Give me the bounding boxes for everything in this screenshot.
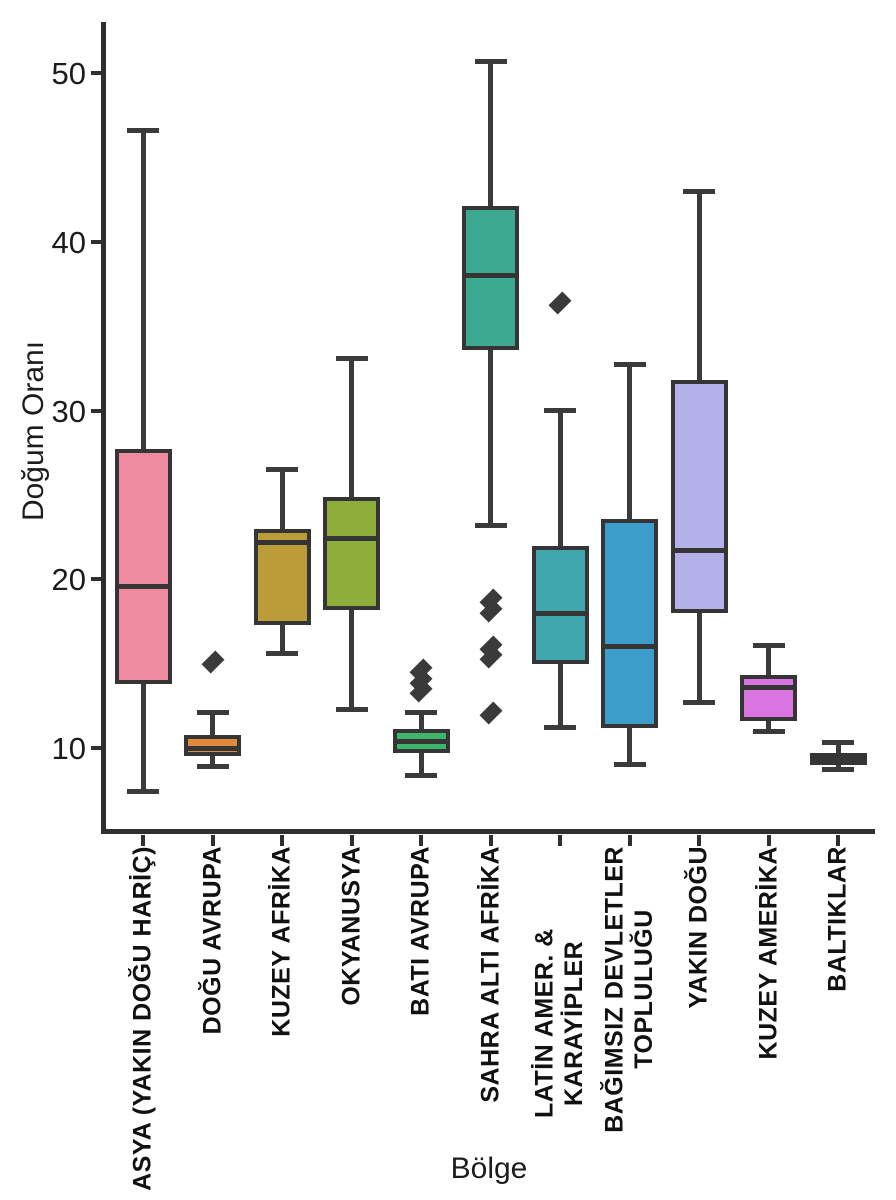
y-tick-mark (91, 746, 102, 750)
x-axis-spine (101, 829, 875, 834)
y-tick-label: 10 (51, 731, 86, 766)
boxplot-box (184, 734, 241, 757)
x-tick-mark (766, 835, 771, 846)
whisker-cap (822, 767, 854, 773)
whisker-cap (196, 764, 229, 770)
whisker-cap (683, 699, 715, 705)
x-axis-title: Bölge (450, 1152, 528, 1185)
boxplot-box (601, 518, 658, 728)
y-axis-spine (101, 22, 106, 834)
x-tick-label: SAHRA ALTI AFRİKA (475, 846, 504, 1103)
x-tick-mark (280, 835, 284, 846)
x-tick-mark (488, 835, 493, 846)
x-tick-label: LATİN AMER. & KARAYİPLER (530, 928, 589, 1118)
median-line (740, 684, 797, 690)
whisker-cap (474, 522, 507, 528)
whisker-cap (266, 651, 298, 656)
median-line (114, 583, 172, 589)
median-line (253, 539, 311, 545)
whisker-cap (822, 740, 854, 746)
whisker-cap (266, 467, 298, 473)
median-line (323, 536, 380, 542)
x-tick-mark (349, 835, 354, 846)
x-tick-label: BALTIKLAR (823, 846, 852, 992)
whisker-cap (335, 355, 368, 361)
outlier-diamond (201, 650, 224, 674)
whisker-cap (544, 408, 576, 413)
median-line (809, 757, 867, 763)
x-tick-mark (836, 835, 840, 846)
x-tick-label: YAKIN DOĞU (684, 846, 713, 1009)
whisker-cap (335, 706, 368, 712)
whisker-cap (127, 127, 159, 133)
x-tick-mark (697, 835, 701, 846)
y-tick-label: 50 (51, 56, 86, 91)
y-tick-label: 40 (51, 224, 86, 260)
boxplot-box (114, 449, 172, 684)
median-line (601, 644, 658, 650)
boxplot-box (462, 206, 519, 350)
boxplot-box (253, 528, 311, 625)
y-axis-title: Doğum Oranı (17, 340, 50, 521)
whisker-cap (127, 789, 159, 795)
y-tick-mark (91, 577, 102, 582)
whisker-cap (683, 188, 715, 194)
x-tick-label: OKYANUSYA (336, 846, 365, 1006)
whisker-cap (752, 642, 785, 648)
median-line (462, 273, 519, 278)
x-tick-label: KUZEY AFRİKA (267, 846, 296, 1037)
y-tick-mark (91, 408, 102, 413)
whisker-cap (613, 762, 646, 768)
median-line (184, 745, 241, 751)
whisker-cap (752, 728, 785, 734)
y-tick-mark (91, 71, 102, 75)
outlier-diamond (479, 701, 502, 725)
whisker-cap (474, 58, 507, 64)
x-tick-mark (627, 835, 632, 846)
x-tick-label: KUZEY AMERİKA (753, 846, 782, 1060)
x-tick-mark (210, 835, 215, 846)
x-tick-mark (419, 835, 423, 846)
whisker-cap (405, 772, 437, 778)
boxplot-box (323, 496, 380, 610)
boxplot-box (740, 675, 797, 721)
whisker-cap (544, 725, 576, 731)
x-tick-mark (141, 835, 145, 846)
y-tick-label: 20 (51, 562, 86, 598)
y-tick-mark (91, 239, 102, 244)
median-line (670, 548, 728, 554)
x-tick-mark (558, 835, 562, 846)
boxplot-box (531, 545, 589, 664)
x-tick-label: DOĞU AVRUPA (197, 846, 226, 1035)
median-line (392, 738, 450, 744)
x-tick-label: ASYA (YAKIN DOĞU HARİÇ) (128, 846, 157, 1191)
boxplot-box (670, 380, 728, 613)
x-tick-label: BATI AVRUPA (406, 846, 435, 1016)
x-tick-label: BAĞIMSIZ DEVLETLER TOPLULUĞU (600, 846, 658, 1133)
y-tick-label: 30 (51, 393, 86, 429)
median-line (531, 610, 589, 616)
whisker-cap (405, 710, 437, 716)
outlier-diamond (548, 291, 572, 314)
whisker-cap (196, 710, 229, 716)
whisker-cap (613, 362, 646, 368)
